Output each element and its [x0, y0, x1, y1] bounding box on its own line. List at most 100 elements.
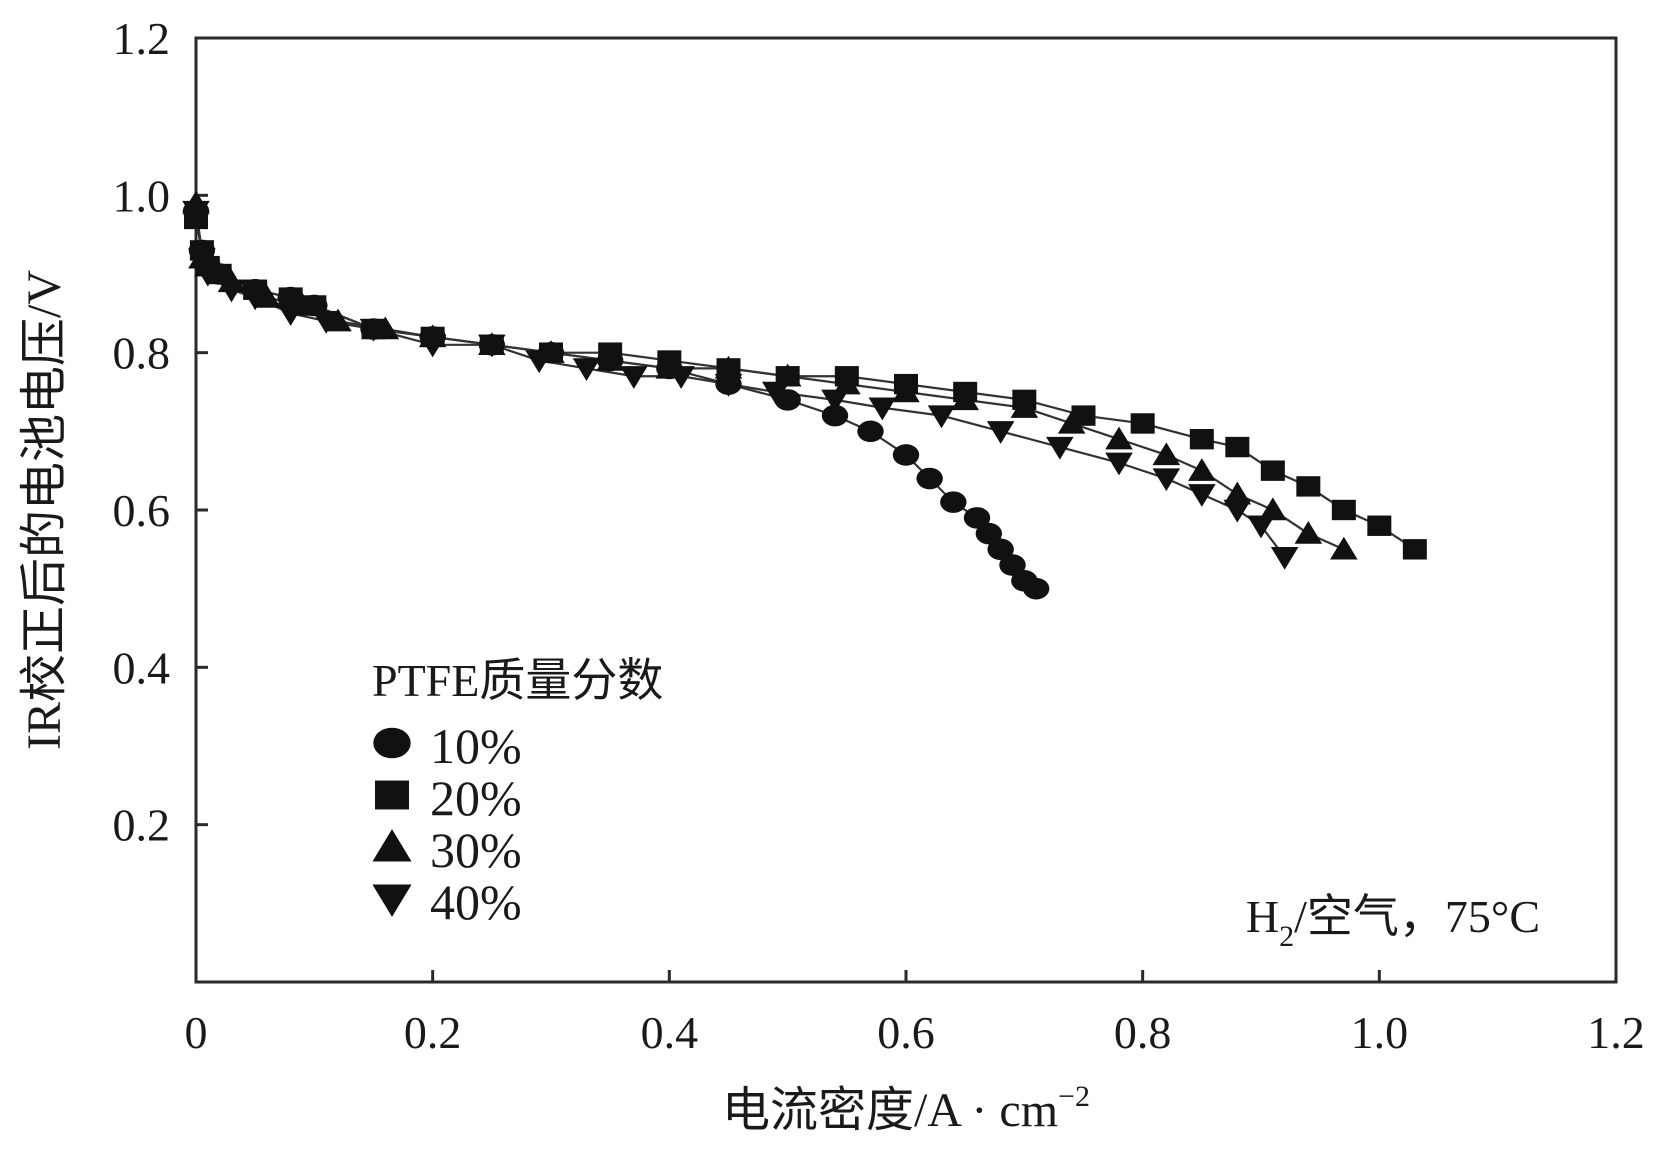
x-axis-title-superscript: −2: [1058, 1080, 1090, 1113]
data-point-circle: [963, 507, 991, 529]
legend-items: 10%20%30%40%: [372, 718, 522, 930]
annotation-suffix: /空气，75°C: [1294, 891, 1540, 942]
data-point-square: [1189, 429, 1214, 450]
data-point-triangle-down: [276, 303, 305, 326]
data-point-triangle-up: [773, 363, 802, 387]
data-point-circle: [1022, 577, 1050, 600]
data-point-triangle-down: [312, 311, 340, 334]
y-axis-title: IR校正后的电池电压/V: [18, 270, 71, 750]
data-point-triangle-up: [951, 387, 979, 411]
legend-label: 30%: [430, 822, 522, 878]
x-tick-label: 0.8: [1114, 1007, 1172, 1058]
data-point-triangle-up: [1057, 410, 1086, 434]
data-point-triangle-down: [241, 287, 269, 311]
data-point-triangle-down: [927, 405, 956, 429]
data-point-triangle-up: [1223, 481, 1252, 505]
data-point-triangle-down: [821, 389, 849, 413]
legend-title: PTFE质量分数: [372, 655, 663, 706]
data-point-triangle-down: [714, 373, 743, 397]
data-point-triangle-up: [1105, 426, 1133, 450]
data-point-triangle-down: [188, 248, 216, 271]
legend: PTFE质量分数 10%20%30%40%: [372, 655, 663, 930]
y-tick-label: 0.6: [113, 485, 171, 536]
conditions-annotation: H2/空气，75°C: [1246, 891, 1540, 953]
x-tick-label: 1.2: [1587, 1007, 1645, 1058]
x-axis-title-main: 电流密度/A · cm: [722, 1084, 1058, 1137]
data-point-square: [1296, 476, 1321, 497]
data-point-triangle-up: [1330, 536, 1358, 560]
data-point-triangle-up: [1294, 521, 1323, 544]
data-point-triangle-down: [1270, 547, 1299, 570]
y-tick-label: 0.2: [113, 800, 171, 851]
data-point-triangle-down: [667, 366, 695, 389]
x-tick-label: 1.0: [1351, 1007, 1409, 1058]
data-point-circle: [987, 538, 1014, 561]
y-tick-label: 1.2: [113, 13, 171, 64]
data-point-triangle-up: [1259, 497, 1287, 521]
lines-layer: [194, 203, 1416, 590]
data-point-triangle-down: [1046, 436, 1074, 460]
data-point-circle: [892, 444, 920, 466]
x-tick-label: 0.6: [877, 1007, 935, 1058]
data-point-triangle-up: [596, 347, 624, 371]
ticks-layer: 0 0.2 0.4 0.6 0.8 1.0 1.2 0.2 0.4 0.6 0.8 1.0 1.2: [113, 13, 1645, 1058]
data-point-triangle-up: [892, 379, 920, 403]
y-tick-label: 0.4: [113, 642, 171, 693]
data-point-triangle-up: [1188, 458, 1216, 481]
data-point-circle: [999, 554, 1026, 576]
y-tick-label: 0.8: [113, 328, 171, 379]
legend-marker-triangle-up: [372, 829, 412, 862]
data-point-triangle-down: [418, 334, 447, 358]
data-point-circle: [857, 420, 884, 443]
data-point-square: [1130, 413, 1155, 434]
data-point-triangle-down: [478, 334, 506, 358]
data-point-triangle-up: [833, 371, 861, 395]
x-tick-label: 0.2: [404, 1007, 462, 1058]
plot-frame: [194, 36, 1618, 984]
data-point-circle: [975, 522, 1003, 545]
data-point-triangle-down: [1188, 484, 1216, 507]
data-point-triangle-down: [762, 381, 790, 405]
data-point-triangle-down: [572, 358, 601, 381]
legend-label: 20%: [430, 770, 522, 826]
data-point-triangle-up: [324, 308, 352, 332]
data-point-triangle-down: [217, 279, 246, 303]
legend-marker-triangle-down: [372, 884, 412, 917]
data-point-triangle-down: [986, 421, 1015, 444]
data-point-circle: [821, 404, 849, 427]
y-tick-label: 1.0: [113, 170, 171, 221]
data-point-circle: [940, 491, 967, 513]
annotation-subscript: 2: [1279, 920, 1294, 953]
series-line-3: [194, 203, 1345, 551]
annotation-prefix: H: [1246, 891, 1279, 942]
data-point-triangle-up: [1152, 442, 1181, 466]
data-point-triangle-up: [371, 316, 400, 340]
data-point-triangle-up: [1010, 395, 1039, 418]
legend-label: 10%: [430, 718, 522, 774]
data-point-triangle-down: [1247, 515, 1275, 539]
x-axis-title: 电流密度/A · cm−2: [722, 1080, 1090, 1137]
data-point-square: [1225, 436, 1250, 458]
markers-layer: [182, 190, 1427, 600]
legend-marker-square: [375, 780, 409, 810]
data-point-triangle-down: [620, 366, 648, 389]
data-point-triangle-down: [1152, 468, 1181, 492]
data-point-triangle-down: [525, 350, 553, 374]
data-point-circle: [916, 467, 943, 490]
data-point-triangle-down: [359, 318, 388, 342]
x-tick-label: 0: [185, 1007, 208, 1058]
data-point-triangle-up: [253, 285, 281, 308]
data-point-triangle-down: [182, 200, 210, 224]
legend-marker-circle: [373, 727, 411, 759]
data-point-triangle-down: [194, 263, 222, 287]
data-point-triangle-down: [868, 397, 897, 421]
data-point-triangle-down: [1223, 499, 1252, 523]
x-tick-label: 0.4: [641, 1007, 699, 1058]
data-point-square: [1331, 499, 1356, 521]
data-point-square: [1367, 515, 1392, 536]
data-point-triangle-down: [1105, 452, 1133, 476]
data-point-square: [1402, 539, 1427, 560]
data-point-triangle-up: [714, 355, 743, 379]
